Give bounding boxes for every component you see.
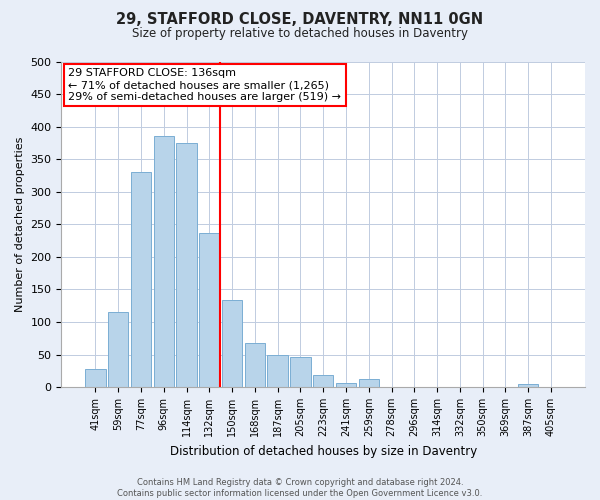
Bar bbox=[245, 343, 265, 387]
Text: Contains HM Land Registry data © Crown copyright and database right 2024.
Contai: Contains HM Land Registry data © Crown c… bbox=[118, 478, 482, 498]
Text: 29, STAFFORD CLOSE, DAVENTRY, NN11 0GN: 29, STAFFORD CLOSE, DAVENTRY, NN11 0GN bbox=[116, 12, 484, 28]
Bar bbox=[85, 370, 106, 387]
Bar bbox=[290, 357, 311, 387]
Bar bbox=[108, 312, 128, 387]
Text: Size of property relative to detached houses in Daventry: Size of property relative to detached ho… bbox=[132, 28, 468, 40]
Bar bbox=[222, 300, 242, 387]
Bar bbox=[154, 136, 174, 387]
Bar bbox=[359, 378, 379, 387]
Bar bbox=[199, 232, 220, 387]
Bar bbox=[268, 354, 288, 387]
X-axis label: Distribution of detached houses by size in Daventry: Distribution of detached houses by size … bbox=[170, 444, 477, 458]
Bar bbox=[336, 383, 356, 387]
Bar bbox=[518, 384, 538, 387]
Bar bbox=[131, 172, 151, 387]
Y-axis label: Number of detached properties: Number of detached properties bbox=[15, 136, 25, 312]
Bar bbox=[313, 376, 334, 387]
Bar bbox=[176, 143, 197, 387]
Text: 29 STAFFORD CLOSE: 136sqm
← 71% of detached houses are smaller (1,265)
29% of se: 29 STAFFORD CLOSE: 136sqm ← 71% of detac… bbox=[68, 68, 341, 102]
